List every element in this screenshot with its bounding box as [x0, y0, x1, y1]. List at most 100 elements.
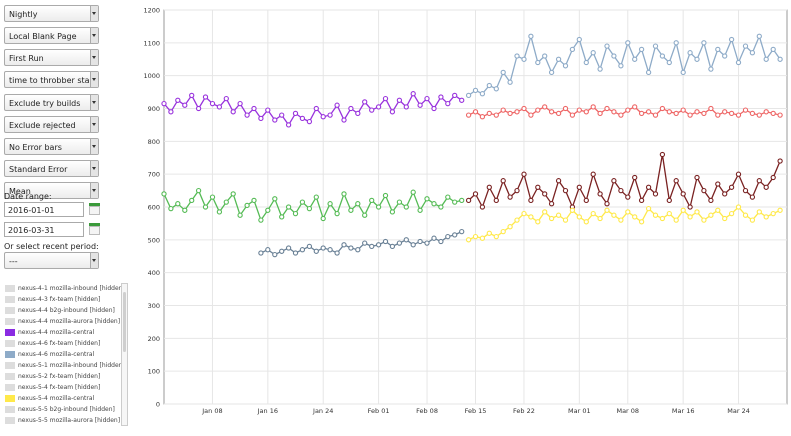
legend-item[interactable]: nexus-4-4 b2g-inbound [hidden]	[4, 305, 122, 316]
legend-swatch	[5, 395, 15, 402]
data-point	[618, 63, 624, 69]
period-dropdown[interactable]: ---	[4, 252, 99, 269]
data-point	[618, 187, 624, 194]
end-date-input[interactable]: 2016-03-31	[4, 222, 84, 237]
calendar-icon[interactable]	[89, 223, 100, 235]
legend-item[interactable]: nexus-5-1 mozilla-inbound [hidden]	[4, 360, 125, 371]
data-point	[507, 110, 513, 117]
legend-item[interactable]: nexus-4-4 mozilla-aurora [hidden]	[4, 316, 122, 327]
legend-item[interactable]: nexus-5-2 fx-team [hidden]	[4, 371, 122, 382]
data-point	[555, 178, 562, 184]
data-point	[618, 217, 624, 223]
data-point	[542, 209, 548, 215]
data-point	[279, 214, 285, 220]
legend-item[interactable]: nexus-4-6 mozilla-central	[4, 349, 122, 360]
branch-dropdown[interactable]: Nightly	[4, 5, 99, 22]
data-point	[223, 199, 229, 205]
data-point	[500, 178, 506, 184]
metric-dropdown[interactable]: time to throbber start	[4, 71, 99, 88]
legend-label: nexus-4-6 fx-team [hidden]	[18, 340, 101, 347]
legend-item[interactable]: nexus-4-1 mozilla-inbound [hidden]	[4, 283, 125, 294]
data-point	[313, 194, 319, 200]
metric-dropdown-value: time to throbber start	[9, 76, 96, 85]
data-point	[694, 174, 700, 181]
data-point	[251, 197, 257, 204]
run-dropdown[interactable]: First Run	[4, 49, 99, 66]
data-point	[770, 46, 776, 53]
run-dropdown-value: First Run	[9, 54, 44, 63]
legend-item[interactable]: nexus-5-5 b2g-inbound [hidden]	[4, 404, 122, 415]
calendar-icon[interactable]	[89, 203, 100, 215]
data-point	[763, 56, 769, 62]
data-point	[673, 40, 679, 46]
data-point	[285, 122, 292, 128]
legend-swatch	[5, 318, 15, 325]
data-point	[438, 204, 444, 210]
legend-label: nexus-5-5 b2g-inbound [hidden]	[18, 406, 115, 413]
legend-item[interactable]: nexus-4-3 fx-team [hidden]	[4, 294, 122, 305]
data-point	[459, 228, 465, 235]
legend-item[interactable]: nexus-4-6 fx-team [hidden]	[4, 338, 122, 349]
data-point	[500, 69, 506, 76]
scrollbar-thumb[interactable]	[123, 292, 126, 352]
data-point	[389, 243, 396, 250]
test-dropdown[interactable]: Local Blank Page	[4, 27, 99, 44]
data-point	[597, 110, 603, 117]
data-point	[735, 204, 742, 210]
legend-item[interactable]: nexus-5-5 mozilla-aurora [hidden]	[4, 415, 122, 425]
error-bars-dropdown[interactable]: No Error bars	[4, 138, 99, 155]
aggregate-dropdown[interactable]: Mean	[4, 182, 99, 199]
chevron-down-icon	[90, 161, 98, 176]
data-point	[493, 197, 499, 204]
legend-swatch	[5, 285, 15, 292]
data-point	[535, 59, 541, 66]
data-point	[306, 243, 313, 250]
period-label: Or select recent period:	[4, 242, 99, 251]
data-point	[763, 214, 769, 220]
data-point	[673, 110, 679, 117]
data-point	[645, 184, 652, 190]
try-builds-dropdown[interactable]: Exclude try builds	[4, 94, 99, 111]
data-point	[306, 205, 313, 212]
legend-swatch	[5, 307, 15, 314]
data-point	[770, 210, 776, 217]
data-point	[583, 59, 589, 66]
data-point	[625, 107, 631, 113]
data-point	[362, 212, 368, 218]
y-tick-label: 1000	[143, 72, 160, 80]
data-point	[611, 53, 617, 59]
x-tick-label: Feb 01	[368, 407, 390, 415]
data-point	[542, 53, 548, 59]
data-point	[209, 100, 216, 107]
legend-item[interactable]: nexus-5-4 mozilla-central	[4, 393, 122, 404]
legend-swatch	[5, 373, 15, 380]
y-tick-label: 600	[148, 204, 160, 212]
series-line	[163, 189, 462, 222]
data-point	[382, 192, 389, 199]
data-point	[680, 107, 686, 113]
series-line	[468, 154, 781, 209]
data-point	[486, 184, 492, 190]
data-point	[195, 187, 202, 194]
data-point	[715, 181, 721, 187]
error-bars-dropdown-value: No Error bars	[9, 143, 62, 152]
data-point	[548, 69, 555, 76]
x-tick-label: Mar 24	[727, 407, 750, 415]
error-type-dropdown[interactable]: Standard Error	[4, 160, 99, 177]
data-point	[770, 174, 776, 181]
data-point	[756, 112, 762, 118]
data-point	[611, 109, 617, 115]
legend-scrollbar[interactable]	[121, 283, 128, 426]
x-tick-label: Mar 01	[568, 407, 591, 415]
data-point	[632, 56, 638, 62]
data-point	[652, 43, 659, 49]
legend-item[interactable]: nexus-5-4 fx-team [hidden]	[4, 382, 122, 393]
data-point	[680, 191, 686, 197]
data-point	[182, 102, 188, 108]
data-point	[722, 215, 728, 222]
start-date-input[interactable]: 2016-01-01	[4, 202, 84, 217]
data-point	[216, 104, 223, 110]
data-point	[431, 235, 437, 241]
legend-item[interactable]: nexus-4-4 mozilla-central	[4, 327, 122, 338]
data-point	[735, 171, 742, 177]
